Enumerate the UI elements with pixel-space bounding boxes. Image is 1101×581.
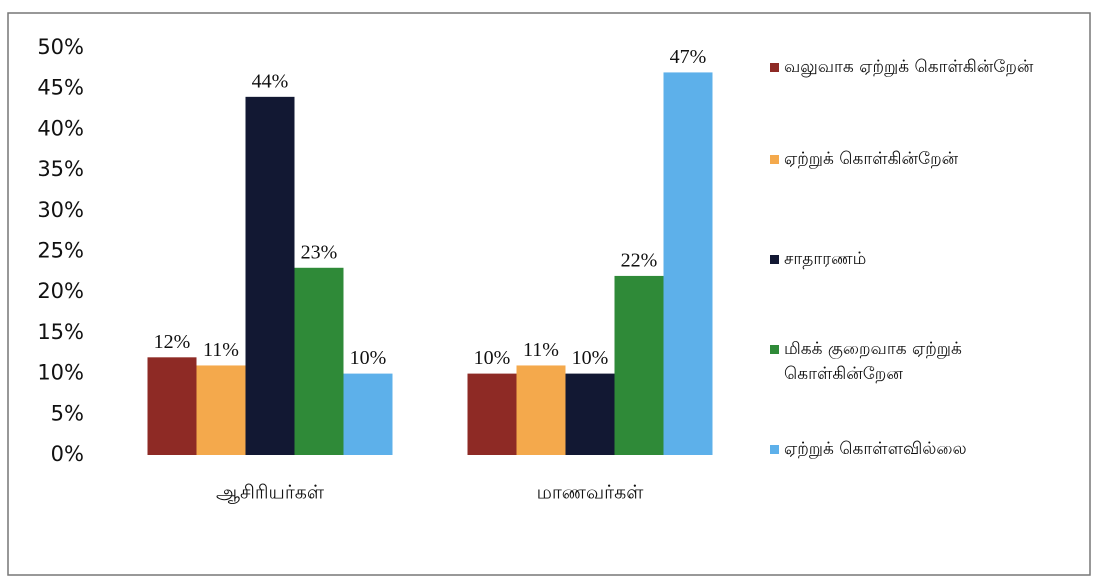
legend-item: ஏற்றுக் கொள்கின்றேன்: [770, 147, 1075, 172]
y-tick-label: 0%: [51, 442, 84, 466]
value-label: 10%: [572, 347, 609, 369]
bar: [245, 96, 295, 455]
legend-marker: [770, 445, 779, 454]
value-label: 11%: [203, 339, 239, 361]
y-tick-label: 20%: [37, 279, 84, 303]
bar: [147, 357, 197, 455]
y-tick-label: 25%: [37, 239, 84, 263]
bar: [343, 373, 393, 455]
y-tick-label: 45%: [37, 76, 84, 100]
y-tick-label: 50%: [37, 35, 84, 59]
value-label: 23%: [301, 241, 338, 263]
legend-item: மிகக் குறைவாக ஏற்றுக் கொள்கின்றேன: [770, 337, 1075, 387]
legend-label: வலுவாக ஏற்றுக் கொள்கின்றேன்: [784, 57, 1034, 77]
value-label: 10%: [350, 347, 387, 369]
legend-label: ஏற்றுக் கொள்ளவில்லை: [784, 439, 967, 459]
value-label: 44%: [252, 70, 289, 92]
bar: [663, 72, 713, 456]
y-tick-label: 5%: [51, 401, 84, 425]
legend-marker: [770, 255, 779, 264]
bar: [294, 267, 344, 455]
legend-label: சாதாரணம்: [784, 249, 867, 269]
value-label: 10%: [474, 347, 511, 369]
y-tick-label: 40%: [37, 116, 84, 140]
y-tick-label: 10%: [37, 361, 84, 385]
x-tick-label: மாணவர்கள்: [537, 482, 645, 504]
value-label: 11%: [523, 339, 559, 361]
legend-item: ஏற்றுக் கொள்ளவில்லை: [770, 437, 1075, 462]
bar: [565, 373, 615, 455]
value-label: 47%: [670, 46, 707, 68]
bar: [516, 365, 566, 455]
bar: [467, 373, 517, 455]
legend-marker: [770, 63, 779, 72]
x-tick-label: ஆசிரியர்கள்: [216, 482, 325, 504]
bar: [196, 365, 246, 455]
legend-label: ஏற்றுக் கொள்கின்றேன்: [784, 149, 959, 169]
y-tick-label: 35%: [37, 157, 84, 181]
bar: [614, 275, 664, 455]
legend-marker: [770, 345, 779, 354]
frame: [7, 12, 1091, 576]
value-label: 22%: [621, 250, 658, 272]
value-label: 12%: [154, 331, 191, 353]
legend-label: மிகக் குறைவாக ஏற்றுக் கொள்கின்றேன: [784, 339, 962, 384]
legend-marker: [770, 155, 779, 164]
y-tick-label: 30%: [37, 198, 84, 222]
legend-item: சாதாரணம்: [770, 247, 1075, 272]
y-tick-label: 15%: [37, 320, 84, 344]
legend-item: வலுவாக ஏற்றுக் கொள்கின்றேன்: [770, 55, 1075, 80]
